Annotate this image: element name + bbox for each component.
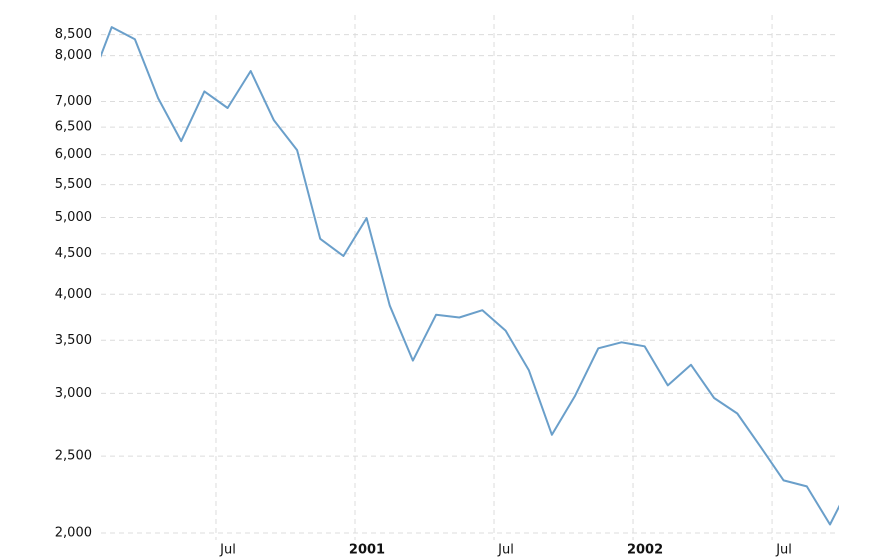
- x-tick-label: 2002: [627, 543, 663, 558]
- y-tick-label: 7,000: [55, 94, 92, 109]
- y-tick-label: 3,500: [55, 333, 92, 348]
- line-series: [101, 26, 839, 526]
- y-tick-label: 4,000: [55, 287, 92, 302]
- y-tick-label: 3,000: [55, 386, 92, 401]
- x-tick-label: Jul: [775, 543, 792, 558]
- x-tick-label: Jul: [497, 543, 514, 558]
- y-tick-label: 5,500: [55, 177, 92, 192]
- y-tick-label: 8,000: [55, 48, 92, 63]
- grid: [101, 15, 839, 540]
- y-tick-label: 8,500: [55, 27, 92, 42]
- x-tick-label: Jul: [219, 543, 236, 558]
- y-tick-label: 6,500: [55, 120, 92, 135]
- axis-labels: 2,000 2,500 3,000 3,500 4,000 4,500 5,000 5,500…: [55, 27, 792, 557]
- y-tick-label: 6,000: [55, 147, 92, 162]
- y-tick-label: 4,500: [55, 246, 92, 261]
- x-tick-label: 2001: [349, 543, 385, 558]
- y-tick-label: 2,500: [55, 449, 92, 464]
- plot-area: [101, 26, 839, 526]
- y-tick-label: 5,000: [55, 210, 92, 225]
- y-tick-label: 2,000: [55, 526, 92, 541]
